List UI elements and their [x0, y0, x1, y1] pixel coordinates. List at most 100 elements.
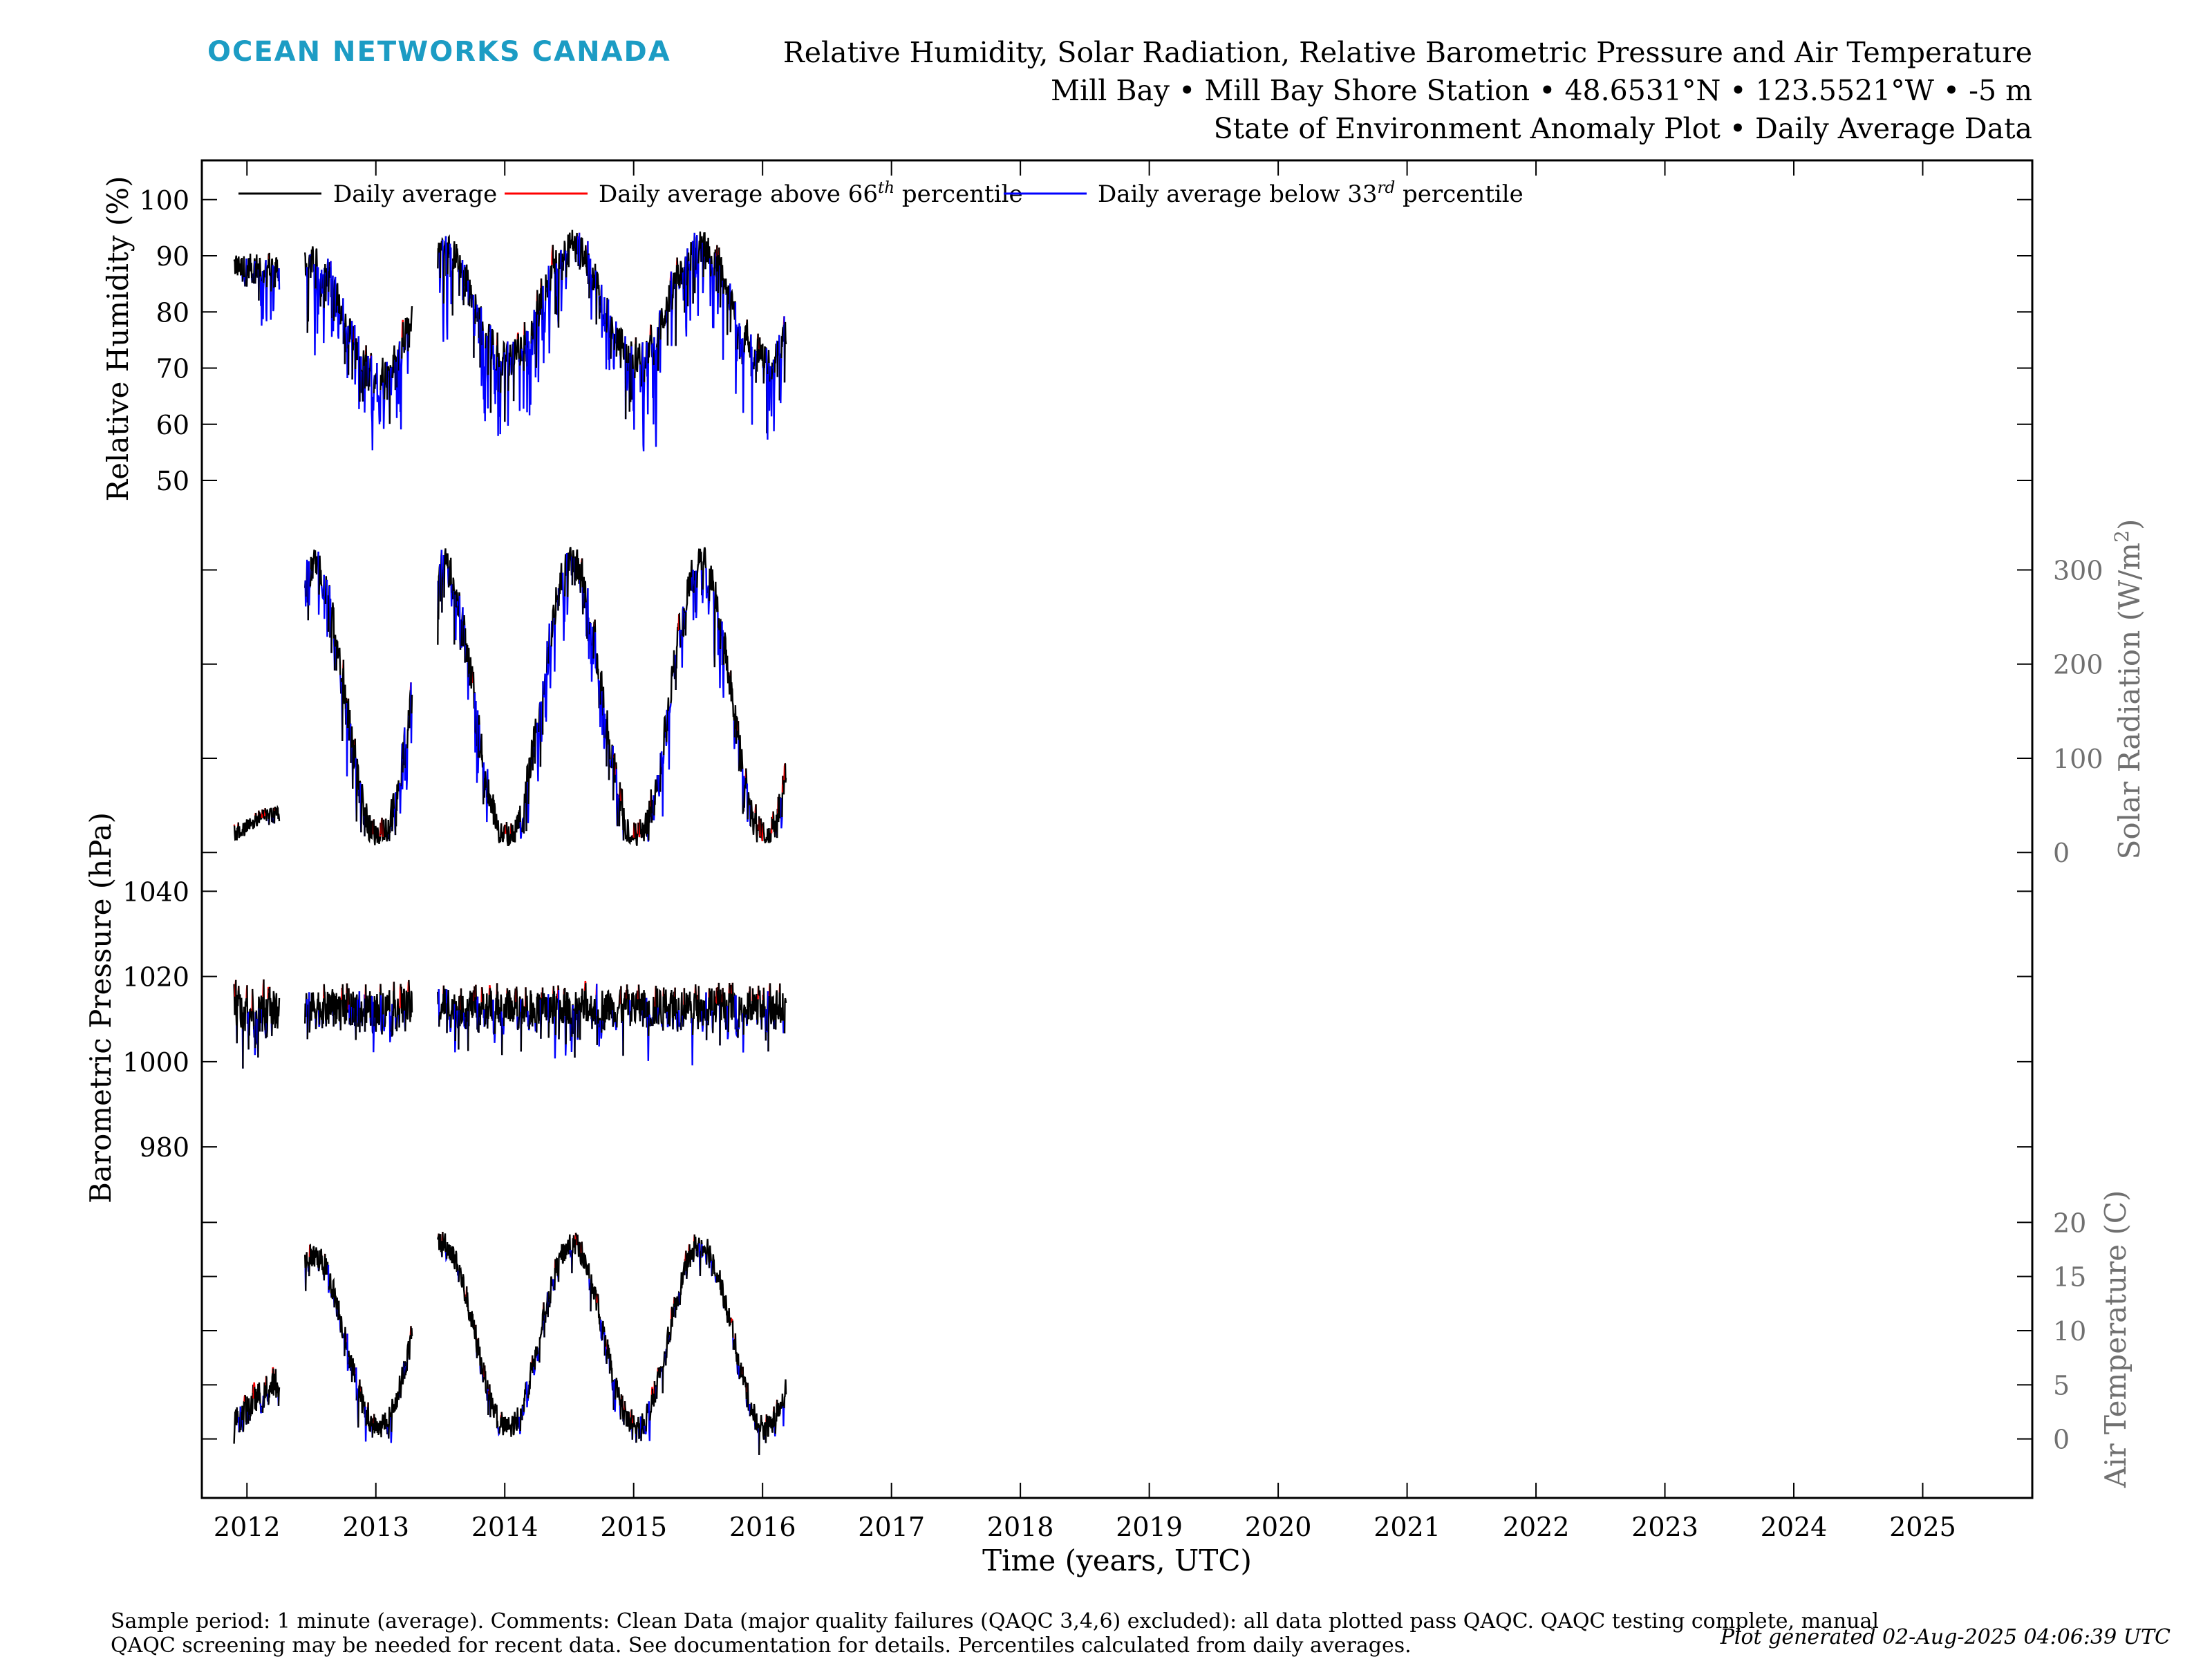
series-below-line: [772, 359, 776, 431]
series-below-line: [313, 264, 317, 356]
series-below-line: [566, 553, 569, 615]
series-above-line: [488, 985, 491, 995]
series-below-line: [735, 995, 738, 1039]
series-daily-line: [671, 1303, 675, 1327]
series-daily-line: [719, 257, 724, 308]
series-daily-line: [364, 998, 366, 1032]
series-below-line: [722, 280, 724, 360]
series-daily-line: [595, 272, 600, 325]
series-daily-line: [603, 1335, 607, 1356]
series-below-line: [522, 1406, 525, 1416]
series-daily-line: [510, 805, 521, 843]
series-below-line: [560, 250, 563, 312]
series-daily-line: [718, 618, 720, 630]
series-daily-line: [517, 333, 521, 363]
series-daily-line: [776, 1394, 784, 1417]
series-daily-line: [519, 337, 523, 366]
series-daily-line: [743, 323, 748, 353]
series-daily-line: [696, 548, 703, 588]
series-daily-line: [350, 1358, 357, 1382]
series-above-line: [401, 319, 404, 338]
series-daily-line: [254, 1382, 262, 1412]
series-daily-line: [263, 1382, 267, 1408]
series-below-line: [542, 285, 547, 364]
series-daily-line: [718, 247, 721, 266]
series-daily-line: [737, 721, 740, 740]
series-daily-line: [679, 261, 682, 288]
series-daily-line: [779, 983, 785, 1023]
series-daily-line: [373, 996, 377, 1027]
series-daily-line: [762, 987, 767, 1018]
series-daily-line: [254, 254, 260, 284]
series-below-line: [371, 355, 375, 451]
series-daily-line: [572, 1008, 575, 1034]
series-daily-line: [408, 306, 413, 348]
series-below-line: [701, 1011, 704, 1032]
header-title: Relative Humidity, Solar Radiation, Rela…: [783, 36, 2032, 69]
series-daily-line: [330, 1277, 335, 1300]
series-daily-line: [348, 988, 350, 1005]
series-below-line: [782, 1405, 785, 1427]
series-daily-line: [784, 762, 787, 783]
series-daily-line: [443, 548, 449, 598]
series-daily-line: [342, 659, 347, 709]
series-below-line: [766, 371, 769, 440]
series-daily-line: [368, 357, 372, 387]
series-daily-line: [775, 990, 780, 1030]
series-daily-line: [615, 328, 621, 357]
series-daily-line: [681, 268, 684, 285]
series-below-line: [648, 1401, 651, 1441]
series-above-line: [731, 1317, 733, 1323]
series-daily-line: [622, 807, 635, 845]
series-below-line: [644, 1425, 647, 1435]
series-daily-line: [702, 547, 707, 590]
series-below-line: [666, 1011, 669, 1028]
series-daily-line: [679, 1259, 686, 1305]
series-daily-line: [583, 581, 587, 608]
x-tick-label: 2013: [342, 1512, 409, 1542]
series-daily-line: [465, 643, 469, 663]
series-daily-line: [579, 988, 585, 1040]
series-daily-line: [759, 337, 765, 368]
footer-comment-line1: Sample period: 1 minute (average). Comme…: [111, 1609, 1879, 1633]
series-daily-line: [648, 800, 652, 841]
series-daily-line: [501, 339, 505, 376]
series-daily-line: [328, 1273, 332, 1294]
series-daily-line: [272, 1368, 276, 1396]
series-daily-line: [668, 989, 674, 1027]
series-daily-line: [623, 1408, 626, 1425]
series-below-line: [654, 347, 658, 447]
series-daily-line: [375, 994, 380, 1032]
series-daily-line: [635, 1416, 640, 1443]
series-daily-line: [650, 324, 653, 345]
series-daily-line: [754, 1413, 760, 1434]
series-daily-line: [746, 991, 751, 1024]
series-daily-line: [348, 1355, 353, 1371]
series-daily-line: [344, 1327, 348, 1356]
series-daily-line: [465, 264, 469, 292]
series-daily-line: [743, 777, 747, 808]
series-below-line: [327, 1264, 330, 1293]
series-daily-line: [735, 715, 739, 744]
series-daily-line: [581, 558, 583, 588]
series-daily-line: [500, 1407, 520, 1437]
series-below-line: [444, 1252, 448, 1263]
series-daily-line: [317, 1248, 325, 1275]
series-daily-line: [765, 1411, 775, 1437]
plot-frame: [200, 159, 2034, 1499]
series-daily-line: [457, 592, 461, 617]
series-daily-line: [767, 995, 771, 1052]
series-daily-line: [482, 1362, 485, 1382]
series-daily-line: [254, 812, 260, 827]
series-below-line: [536, 722, 540, 782]
series-daily-line: [540, 278, 543, 309]
series-daily-line: [305, 1252, 309, 1291]
series-daily-line: [771, 816, 774, 830]
series-daily-line: [321, 998, 325, 1029]
series-daily-line: [674, 1296, 679, 1318]
series-daily-line: [590, 1274, 598, 1312]
y-tick-label: 10: [2053, 1316, 2086, 1347]
series-daily-line: [783, 997, 787, 1033]
series-daily-line: [438, 1233, 443, 1253]
series-daily-line: [568, 229, 577, 268]
